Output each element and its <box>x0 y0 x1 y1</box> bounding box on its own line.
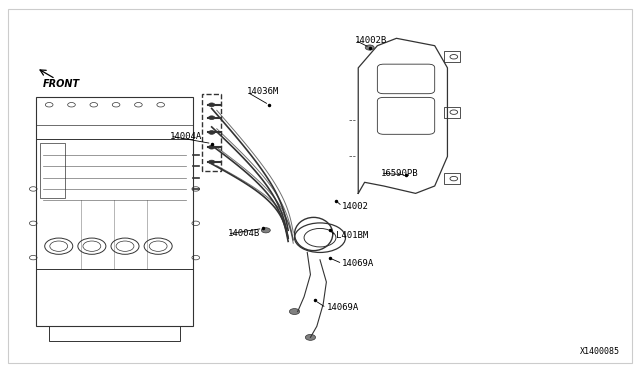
Text: 14002B: 14002B <box>355 36 387 45</box>
Circle shape <box>305 334 316 340</box>
Circle shape <box>209 131 215 134</box>
Text: FRONT: FRONT <box>43 79 80 89</box>
Text: 16590PB: 16590PB <box>381 169 418 177</box>
Circle shape <box>261 228 270 233</box>
Text: 14036M: 14036M <box>246 87 279 96</box>
Circle shape <box>289 309 300 314</box>
Text: X1400085: X1400085 <box>579 347 620 356</box>
Circle shape <box>209 160 215 164</box>
Text: L401BM: L401BM <box>336 231 368 240</box>
Text: 14069A: 14069A <box>342 259 374 268</box>
Circle shape <box>209 116 215 119</box>
Text: 14004B: 14004B <box>228 230 260 238</box>
Circle shape <box>365 45 374 50</box>
Text: 14004A: 14004A <box>170 132 202 141</box>
Text: 14002: 14002 <box>342 202 369 211</box>
Text: 14069A: 14069A <box>326 303 358 312</box>
Circle shape <box>209 145 215 149</box>
Circle shape <box>209 103 215 107</box>
